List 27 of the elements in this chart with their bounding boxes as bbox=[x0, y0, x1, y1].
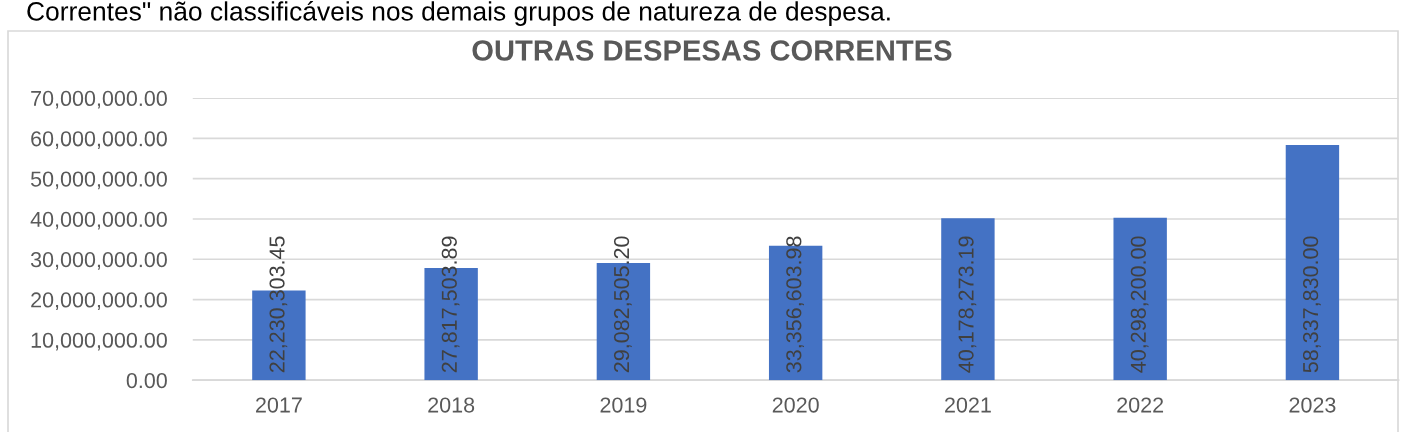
bar bbox=[941, 218, 995, 381]
y-tick-label: 70,000,000.00 bbox=[31, 90, 167, 109]
bar bbox=[1285, 145, 1340, 381]
x-tick-label: 2021 bbox=[945, 397, 991, 413]
x-tick-label: 2023 bbox=[1289, 397, 1336, 413]
x-tick-label: 2022 bbox=[1117, 397, 1164, 413]
y-tick-label: 30,000,000.00 bbox=[30, 252, 167, 270]
chart-title: OUTRAS DESPESAS CORRENTES bbox=[472, 40, 952, 61]
x-tick-label: 2018 bbox=[428, 397, 475, 413]
y-tick-label: 50,000,000.00 bbox=[30, 171, 167, 190]
x-tick-label: 2020 bbox=[772, 397, 819, 413]
data-label: 22,230,303.45 bbox=[269, 236, 288, 373]
y-tick-label: 40,000,000.00 bbox=[30, 211, 167, 230]
y-tick-label: 0.00 bbox=[126, 372, 167, 389]
data-label: 27,817,503.89 bbox=[441, 236, 460, 373]
x-tick-label: 2019 bbox=[600, 397, 647, 413]
data-label: 40,298,200.00 bbox=[1130, 236, 1149, 373]
y-tick-label: 60,000,000.00 bbox=[31, 131, 167, 149]
x-tick-label: 2017 bbox=[256, 397, 302, 413]
data-label: 58,337,830.00 bbox=[1302, 236, 1321, 373]
data-label: 29,082,505.20 bbox=[613, 236, 632, 373]
text: Correntes" não classificáveis nos demais grupos de natureza de despesa. bbox=[27, 1, 890, 26]
y-tick-label: 10,000,000.00 bbox=[31, 332, 167, 351]
data-label: 33,356,603.98 bbox=[786, 236, 804, 373]
y-tick-label: 20,000,000.00 bbox=[31, 292, 167, 311]
data-label: 40,178,273.19 bbox=[958, 236, 977, 373]
bar bbox=[1113, 217, 1167, 381]
